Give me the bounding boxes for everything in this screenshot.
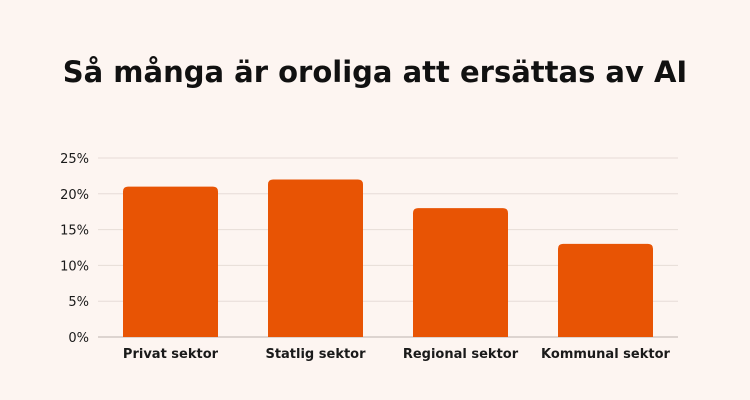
y-tick-label: 25% (60, 152, 89, 167)
y-tick-label: 0% (68, 331, 89, 346)
bars (123, 179, 653, 337)
bar-statlig-sektor (268, 179, 363, 337)
bar-privat-sektor (123, 186, 218, 337)
y-tick-label: 15% (60, 224, 89, 239)
y-tick-label: 10% (60, 259, 89, 274)
bar-regional-sektor (413, 208, 508, 337)
x-tick-label: Statlig sektor (265, 347, 366, 362)
x-tick-label: Regional sektor (403, 347, 519, 362)
y-tick-label: 20% (60, 188, 89, 203)
y-axis-ticks: 0% 5% 10% 15% 20% 25% (60, 152, 89, 346)
bar-kommunal-sektor (558, 243, 653, 337)
x-axis-labels: Privat sektor Statlig sektor Regional sekt… (123, 347, 671, 362)
y-tick-label: 5% (68, 295, 89, 310)
chart-title: Så många är oroliga att ersättas av AI (63, 55, 687, 89)
x-tick-label: Privat sektor (123, 347, 219, 362)
x-tick-label: Kommunal sektor (541, 347, 670, 362)
